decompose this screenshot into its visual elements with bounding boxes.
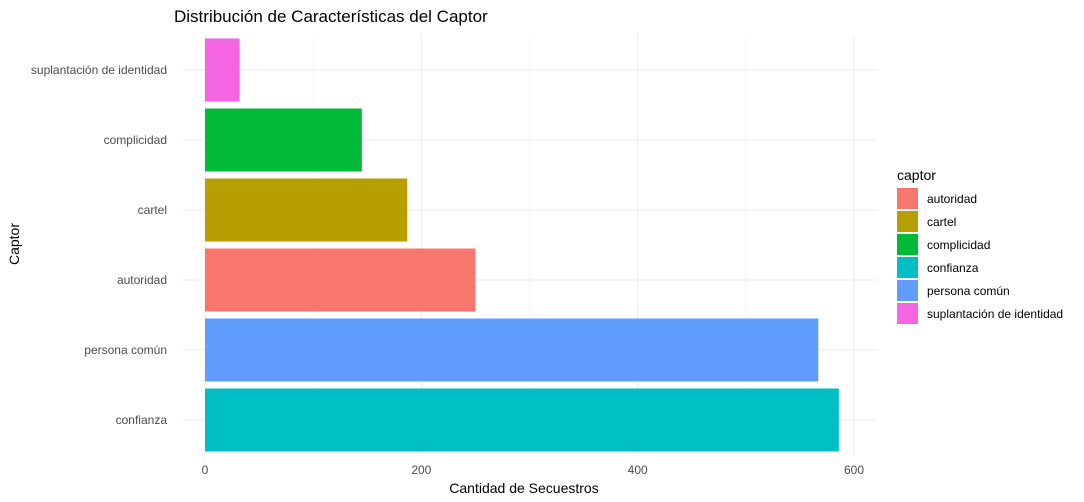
bar	[205, 388, 839, 452]
y-tick-label: confianza	[116, 413, 168, 427]
legend-title: captor	[897, 167, 936, 183]
x-tick-label: 200	[411, 463, 431, 477]
y-tick-label: cartel	[138, 203, 167, 217]
x-tick-label: 0	[202, 463, 209, 477]
x-axis-title: Cantidad de Secuestros	[449, 480, 598, 496]
bar	[205, 108, 362, 172]
legend-label: confianza	[927, 261, 979, 275]
legend-label: suplantación de identidad	[927, 307, 1063, 321]
bars	[205, 38, 839, 452]
y-tick-label: persona común	[84, 343, 167, 357]
legend: captor autoridad cartel complicidad confian…	[897, 167, 1063, 324]
legend-key	[897, 303, 918, 324]
legend-key	[897, 257, 918, 278]
legend-key	[897, 280, 918, 301]
legend-key	[897, 211, 918, 232]
legend-key	[897, 188, 918, 209]
bar	[205, 248, 476, 312]
y-tick-label: autoridad	[117, 273, 167, 287]
legend-label: persona común	[927, 284, 1010, 298]
bar	[205, 318, 819, 382]
legend-label: complicidad	[927, 238, 990, 252]
legend-key	[897, 234, 918, 255]
y-axis-title: Captor	[6, 223, 22, 265]
legend-label: autoridad	[927, 192, 977, 206]
legend-label: cartel	[927, 215, 956, 229]
chart-title: Distribución de Características del Capt…	[174, 7, 488, 26]
x-tick-label: 600	[844, 463, 864, 477]
bar	[205, 178, 408, 242]
x-tick-labels: 0 200 400 600	[202, 463, 865, 477]
y-tick-label: complicidad	[104, 133, 167, 147]
x-tick-label: 400	[628, 463, 648, 477]
y-tick-labels: suplantación de identidad complicidad cart…	[31, 63, 167, 427]
y-tick-label: suplantación de identidad	[31, 63, 167, 77]
bar	[205, 38, 240, 102]
